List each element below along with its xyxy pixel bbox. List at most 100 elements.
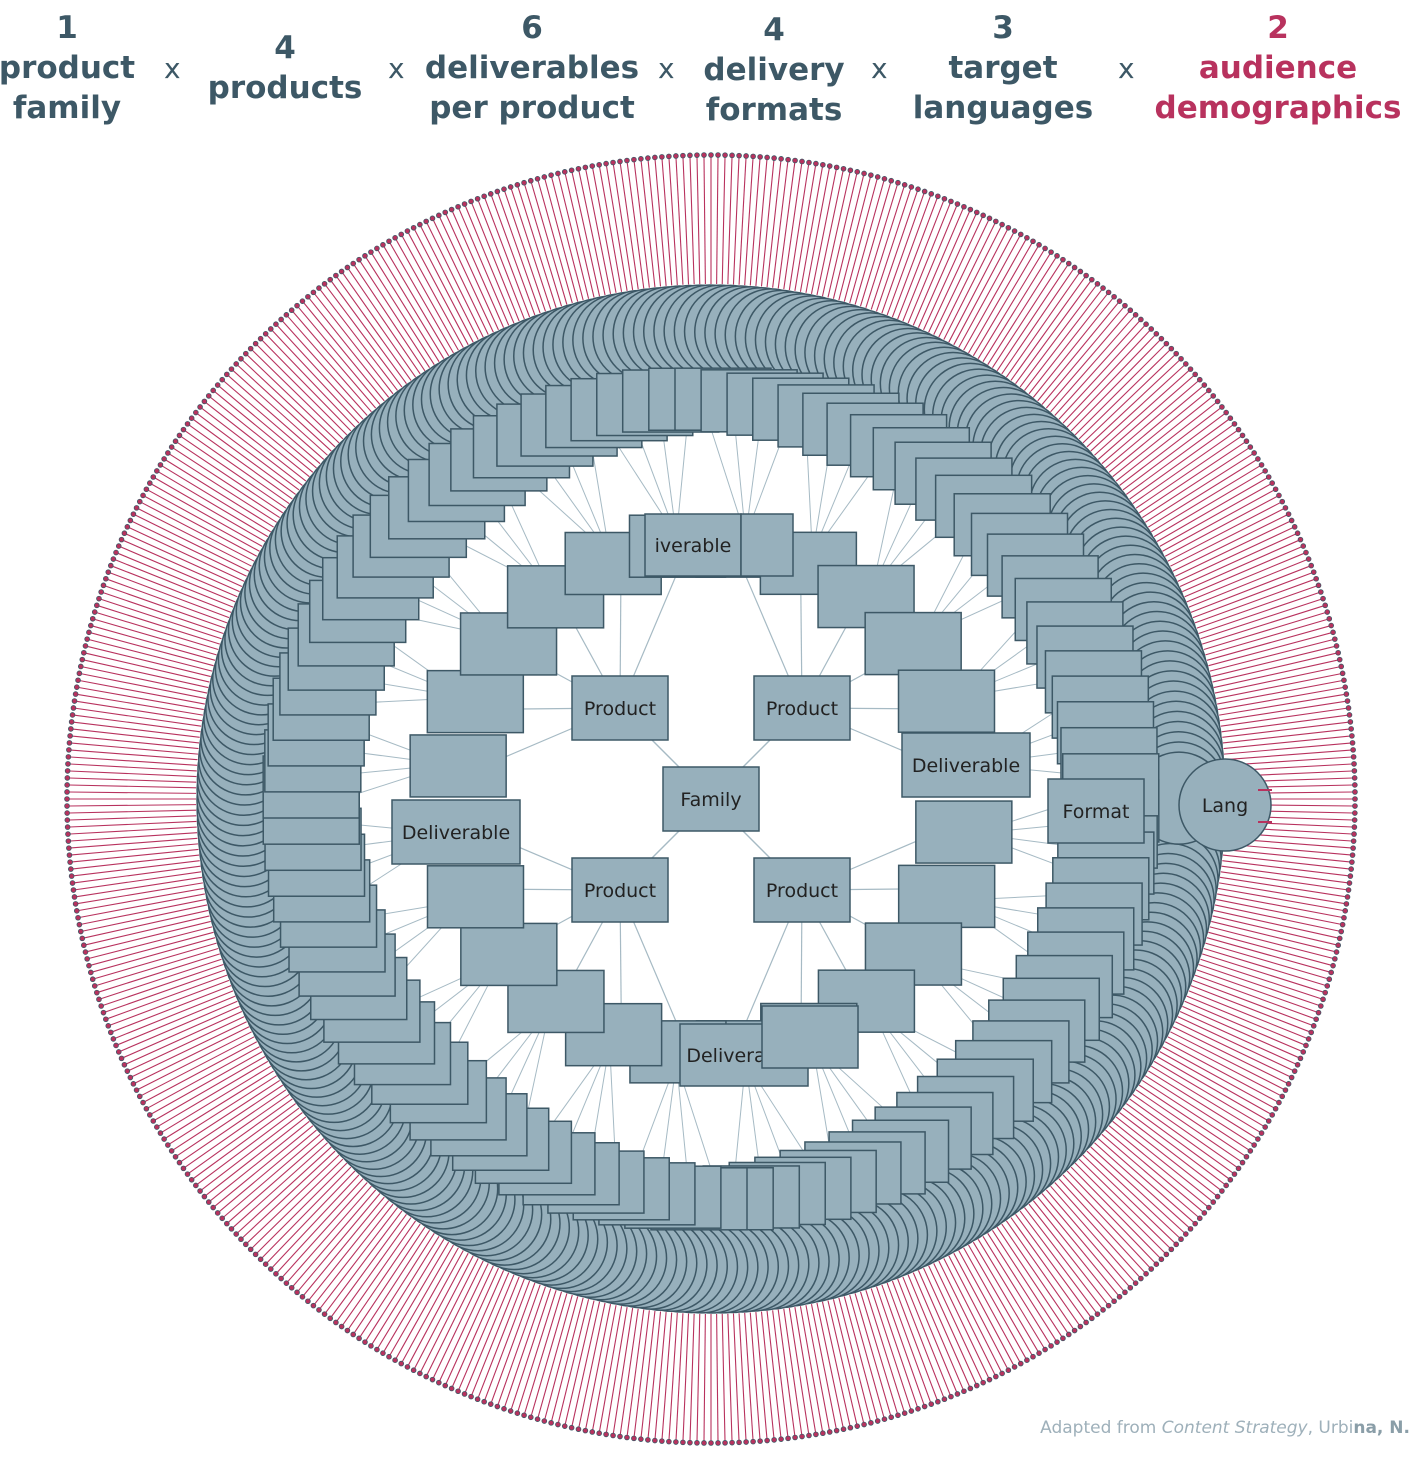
demographic-link <box>933 1263 990 1379</box>
demographic-node <box>764 1437 770 1444</box>
demographic-link <box>827 173 858 298</box>
demographic-link <box>654 1311 667 1439</box>
demographic-node <box>130 511 137 517</box>
demographic-node <box>436 1379 442 1386</box>
demographic-node <box>1265 474 1272 480</box>
demographic-node <box>64 817 71 823</box>
labelled-outer-nodes: Format Lang <box>1047 758 1272 852</box>
demographic-link <box>1142 447 1249 519</box>
demographic-link <box>1010 276 1086 381</box>
demographic-link <box>420 1258 479 1372</box>
demographic-link <box>682 1313 690 1441</box>
demographic-link <box>1164 495 1278 557</box>
demographic-link <box>881 1284 925 1405</box>
demographic-link <box>1145 453 1253 523</box>
demographic-node <box>143 1105 150 1112</box>
demographic-node <box>1060 1335 1066 1342</box>
demographic-node <box>1303 1042 1309 1049</box>
demographic-node <box>1127 307 1134 314</box>
demographic-link <box>407 1252 469 1366</box>
demographic-node <box>242 1241 249 1248</box>
demographic-node <box>1336 935 1343 942</box>
demographic-node <box>928 1401 935 1407</box>
demographic-node <box>299 298 306 304</box>
formula-term-label: per product <box>429 90 635 126</box>
demographic-node <box>548 1420 554 1426</box>
demographic-link <box>1037 302 1119 402</box>
demographic-node <box>986 215 993 222</box>
demographic-node <box>792 1434 798 1441</box>
demographic-node <box>986 1376 993 1383</box>
family-node-group: Family <box>662 766 760 832</box>
demographic-node <box>442 209 449 216</box>
demographic-node <box>143 486 150 493</box>
demographic-node <box>81 942 87 949</box>
demographic-link <box>907 205 958 324</box>
demographic-node <box>1116 1294 1123 1300</box>
demographic-link <box>1194 578 1315 624</box>
demographic-link <box>1186 552 1305 603</box>
demographic-node <box>1143 321 1149 327</box>
demographic-node <box>79 935 86 942</box>
demographic-link <box>319 1207 398 1309</box>
demographic-link <box>524 1291 563 1414</box>
demographic-link <box>732 157 740 285</box>
product-node <box>571 675 669 741</box>
demographic-link <box>1001 268 1074 375</box>
demographic-link <box>125 533 243 587</box>
demographic-node <box>1105 289 1112 296</box>
demographic-node <box>895 179 901 186</box>
demographic-link <box>71 742 199 755</box>
demographic-node <box>176 432 183 439</box>
demographic-node <box>1251 450 1257 456</box>
demographic-link <box>205 402 307 482</box>
demographic-node <box>868 1420 874 1426</box>
demographic-link <box>232 1142 328 1228</box>
demographic-link <box>342 1220 417 1326</box>
demographic-link <box>1028 293 1108 395</box>
demographic-link <box>445 1267 499 1385</box>
demographic-node <box>736 152 742 159</box>
demographic-link <box>88 639 213 672</box>
demographic-node <box>813 1431 819 1438</box>
demographic-node <box>76 670 83 677</box>
demographic-node <box>214 1210 221 1216</box>
format-node-labelled <box>1047 778 1145 844</box>
demographic-link <box>276 1178 364 1273</box>
demographic-node <box>973 209 980 216</box>
demographic-node <box>1285 1081 1292 1087</box>
demographic-link <box>123 1005 240 1059</box>
demographic-link <box>325 1210 403 1313</box>
demographic-node <box>1333 643 1340 649</box>
demographic-link <box>1200 958 1322 1000</box>
demographic-node <box>908 184 915 190</box>
demographic-link <box>832 175 865 299</box>
demographic-node <box>1332 636 1338 642</box>
demographic-link <box>633 161 650 288</box>
demographic-link <box>766 1310 782 1438</box>
demographic-link <box>948 229 1008 343</box>
demographic-link <box>1211 645 1335 678</box>
demographic-link <box>1219 882 1345 905</box>
formula-term-label: product <box>0 50 136 86</box>
demographic-node <box>673 153 679 159</box>
demographic-node <box>666 1438 672 1445</box>
demographic-node <box>68 873 75 879</box>
demographic-node <box>1138 316 1144 323</box>
demographic-node <box>1352 789 1358 795</box>
demographic-node <box>66 740 73 746</box>
demographic-link <box>592 167 617 293</box>
demographic-node <box>673 1439 679 1445</box>
product-label: Product <box>584 880 656 902</box>
demographic-link <box>1188 990 1307 1039</box>
demographic-node <box>1346 880 1353 886</box>
demographic-node <box>701 152 707 158</box>
demographic-node <box>1339 670 1346 677</box>
demographic-node <box>771 1437 777 1443</box>
demographic-link <box>571 1301 601 1426</box>
demographic-link <box>827 1300 858 1425</box>
credit-title: Content Strategy <box>1161 1418 1308 1438</box>
demographic-link <box>96 947 219 986</box>
demographic-link <box>1220 871 1347 891</box>
demographic-link <box>100 598 222 640</box>
